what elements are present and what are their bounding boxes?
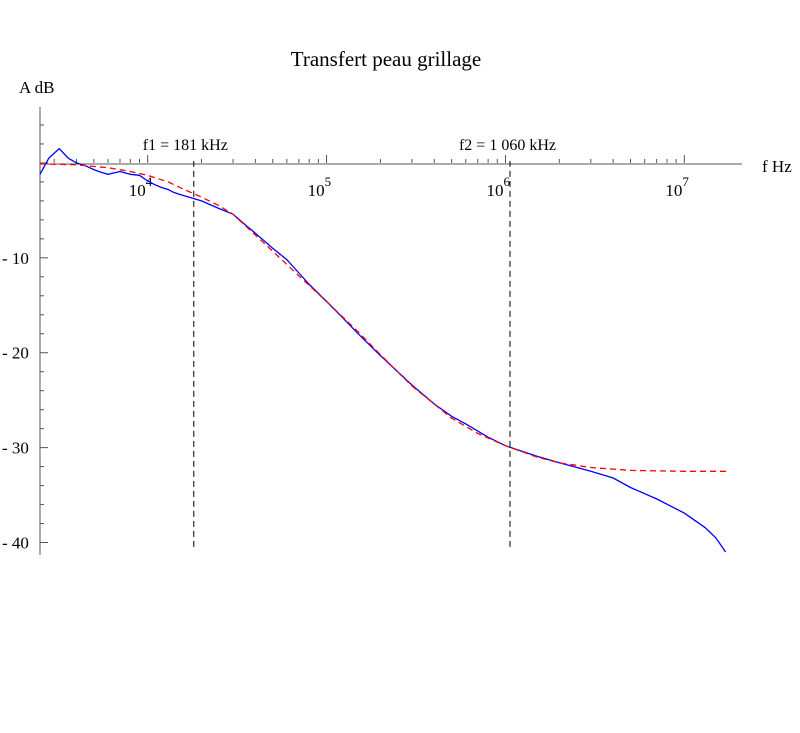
x-axis-ticks: 10 4 10 5 10 6 10 7 [53, 154, 689, 200]
series-measured-solid [39, 147, 727, 553]
y-tick-label: - 10 [2, 249, 29, 268]
x-tick-label: 10 7 [665, 174, 689, 200]
annotation-label: f1 = 181 kHz [143, 137, 228, 154]
x-axis-label: f Hz [762, 157, 792, 176]
x-tick-exponent: 7 [682, 174, 689, 189]
x-tick-label: 10 6 [486, 174, 510, 200]
y-tick-label: - 30 [2, 439, 29, 458]
annotations: f1 = 181 kHz f2 = 1 060 kHz [143, 137, 556, 548]
x-tick-base: 10 [308, 181, 325, 200]
y-tick-label: - 40 [2, 534, 29, 553]
y-tick-label: - 20 [2, 344, 29, 363]
x-tick-label: 10 4 [129, 174, 153, 200]
series-lines [39, 147, 730, 553]
y-axis-label: A dB [19, 78, 54, 97]
y-axis-ticks: - 10 - 20 - 30 - 40 [2, 124, 48, 553]
annotation-label: f2 = 1 060 kHz [459, 137, 556, 154]
x-tick-exponent: 5 [325, 174, 332, 189]
x-tick-base: 10 [129, 181, 146, 200]
x-tick-base: 10 [486, 181, 503, 200]
x-tick-exponent: 6 [503, 174, 510, 189]
x-tick-label: 10 5 [308, 174, 332, 200]
x-tick-base: 10 [665, 181, 682, 200]
series-model-dashed [39, 163, 730, 472]
chart-title: Transfert peau grillage [291, 47, 482, 71]
